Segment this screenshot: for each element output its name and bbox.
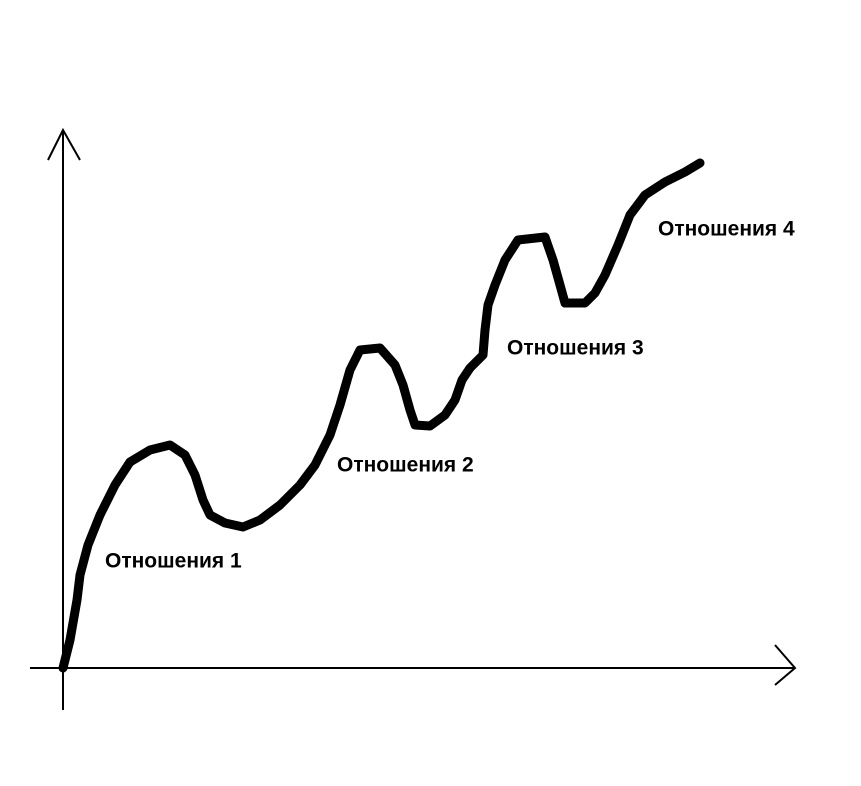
- label: Отношения 1: [105, 550, 242, 573]
- label: Отношения 2: [337, 454, 474, 477]
- y-axis-arrow: [47, 127, 81, 161]
- curve: [58, 158, 705, 673]
- label: Отношения 4: [658, 218, 795, 241]
- x-axis-arrow: [774, 644, 797, 686]
- axes: [30, 127, 797, 710]
- label: Отношения 3: [507, 337, 644, 360]
